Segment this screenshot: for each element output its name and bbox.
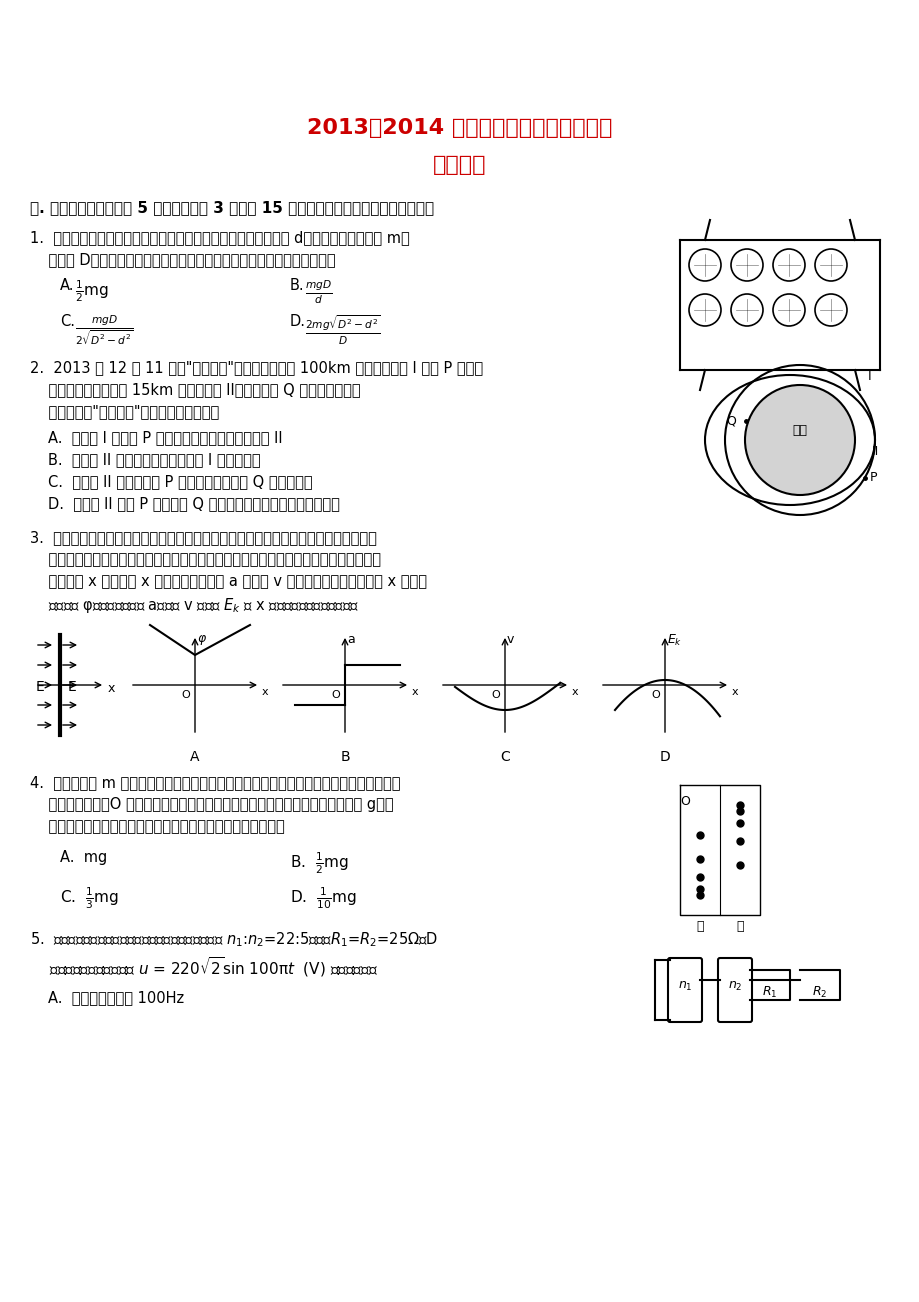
Text: D.  在轨道 II 上由 P 点运行到 Q 点的过程中，万有引力对其做负功: D. 在轨道 II 上由 P 点运行到 Q 点的过程中，万有引力对其做负功 <box>48 496 339 510</box>
Text: x: x <box>108 682 115 695</box>
Text: 4.  将一质量为 m 的小球靠近墙面竖直向上抛出，图甲是向上运动的频闪照片，图乙是下降: 4. 将一质量为 m 的小球靠近墙面竖直向上抛出，图甲是向上运动的频闪照片，图乙… <box>30 775 400 790</box>
Text: v: v <box>506 633 514 646</box>
Text: A.: A. <box>60 279 74 293</box>
Text: 直径为 D，不计球与球架之间摩擦，则每只篮球对一侧球架的压力人小为: 直径为 D，不计球与球架之间摩擦，则每只篮球对一侧球架的压力人小为 <box>30 253 335 267</box>
Text: $R_1$: $R_1$ <box>762 986 777 1000</box>
Text: O: O <box>679 796 689 809</box>
Text: 5.  如图所示的电路中，理想变压器原、副线圈的匝数比 $n_1$:$n_2$=22:5，电阻$R_1$=$R_2$=25Ω，D: 5. 如图所示的电路中，理想变压器原、副线圈的匝数比 $n_1$:$n_2$=2… <box>30 930 437 949</box>
Text: x: x <box>412 687 418 697</box>
Text: C: C <box>500 750 509 764</box>
Circle shape <box>744 385 854 495</box>
Text: $\frac{mgD}{d}$: $\frac{mgD}{d}$ <box>305 279 332 306</box>
Text: D.  $\frac{1}{10}$mg: D. $\frac{1}{10}$mg <box>289 885 357 910</box>
Text: A.  mg: A. mg <box>60 850 108 865</box>
Text: $E_k$: $E_k$ <box>666 633 682 648</box>
Text: x: x <box>572 687 578 697</box>
Text: a: a <box>346 633 355 646</box>
Text: $\frac{mgD}{2\sqrt{D^2-d^2}}$: $\frac{mgD}{2\sqrt{D^2-d^2}}$ <box>75 314 134 348</box>
Text: B.  $\frac{1}{2}$mg: B. $\frac{1}{2}$mg <box>289 850 348 875</box>
Text: 一. 单项选择题：本题共 5 小题，每小题 3 分，共 15 分，每小题只有一个选项符合题意。: 一. 单项选择题：本题共 5 小题，每小题 3 分，共 15 分，每小题只有一个… <box>30 201 434 215</box>
Text: $n_1$: $n_1$ <box>677 980 692 993</box>
Text: 为理想二极管，原线圈接 $u$ = 220$\sqrt{2}$sin 100π$t$  (V) 的交流电。则: 为理想二极管，原线圈接 $u$ = 220$\sqrt{2}$sin 100π$… <box>30 954 378 979</box>
FancyBboxPatch shape <box>667 958 701 1022</box>
Text: A: A <box>190 750 199 764</box>
Text: B.: B. <box>289 279 304 293</box>
Text: 点的电势 φ，小球的加速度 a、速度 v 和动能 $E_k$ 随 x 的变化图象，其中正确的是: 点的电势 φ，小球的加速度 a、速度 v 和动能 $E_k$ 随 x 的变化图象… <box>30 596 358 615</box>
Text: C.  $\frac{1}{3}$mg: C. $\frac{1}{3}$mg <box>60 885 119 910</box>
Text: A.  沿轨道 I 运动至 P 时，需制动减速才能进入轨道 II: A. 沿轨道 I 运动至 P 时，需制动减速才能进入轨道 II <box>48 430 282 445</box>
Text: $\varphi$: $\varphi$ <box>197 633 207 647</box>
Text: 乙: 乙 <box>735 921 743 934</box>
Text: 物理试题: 物理试题 <box>433 155 486 174</box>
Text: 设小球所受阻力大小不变，则可估算小球受到的阻力大小约为: 设小球所受阻力大小不变，则可估算小球受到的阻力大小约为 <box>30 819 285 835</box>
Text: P: P <box>869 471 877 484</box>
Text: O: O <box>181 690 190 700</box>
Text: C.: C. <box>60 314 75 329</box>
Text: x: x <box>262 687 268 697</box>
Text: 所示。关于"嫦娥三号"，下列说法正确的是: 所示。关于"嫦娥三号"，下列说法正确的是 <box>30 404 219 419</box>
Text: II: II <box>870 445 878 458</box>
Text: B: B <box>340 750 349 764</box>
Text: A.  交流电的频率为 100Hz: A. 交流电的频率为 100Hz <box>48 990 184 1005</box>
Text: 3.  如图所示，无限大均带正电薄板竖直放置，其周围空间的电场可认为是匀强电场。光: 3. 如图所示，无限大均带正电薄板竖直放置，其周围空间的电场可认为是匀强电场。光 <box>30 530 377 546</box>
Text: 时的频闪照片，O 是运动的最高点，甲、乙两次的闪光频率相同。重力加速度为 g，假: 时的频闪照片，O 是运动的最高点，甲、乙两次的闪光频率相同。重力加速度为 g，假 <box>30 797 393 812</box>
Text: C.  沿轨道 II 运行时，在 P 点的加速度大于在 Q 点的加速度: C. 沿轨道 II 运行时，在 P 点的加速度大于在 Q 点的加速度 <box>48 474 312 490</box>
Text: 月球: 月球 <box>791 423 807 436</box>
Text: O: O <box>651 690 659 700</box>
Text: $R_2$: $R_2$ <box>811 986 827 1000</box>
Text: D.: D. <box>289 314 306 329</box>
Text: 1.  体育器材室里，篮球摆放在图示的球架上。已知球架的宽度为 d，每只篮球的质量为 m、: 1. 体育器材室里，篮球摆放在图示的球架上。已知球架的宽度为 d，每只篮球的质量… <box>30 230 409 245</box>
Text: 2.  2013 年 12 月 11 日，"嫦娥三号"从距月面高度为 100km 的环月圆轨道 I 上的 P 点实施: 2. 2013 年 12 月 11 日，"嫦娥三号"从距月面高度为 100km … <box>30 359 482 375</box>
Text: $\frac{1}{2}$mg: $\frac{1}{2}$mg <box>75 279 108 303</box>
Text: x: x <box>732 687 738 697</box>
Text: 2013～2014 学年度高三第一次质量检测: 2013～2014 学年度高三第一次质量检测 <box>307 118 612 138</box>
Text: E: E <box>36 680 44 694</box>
Text: 滑绝缘细管垂直穿过板中间小孔，一个视为质点的带负电小球在细管内运动。以小孔为: 滑绝缘细管垂直穿过板中间小孔，一个视为质点的带负电小球在细管内运动。以小孔为 <box>30 552 380 566</box>
Text: 原点建立 x 轴，规定 x 轴正方向为加速度 a 和速度 v 的正方向，下图分别表示 x 轴上各: 原点建立 x 轴，规定 x 轴正方向为加速度 a 和速度 v 的正方向，下图分别… <box>30 574 426 589</box>
Text: Q: Q <box>725 414 735 427</box>
Text: 甲: 甲 <box>696 921 703 934</box>
Text: O: O <box>331 690 340 700</box>
Text: $\frac{2mg\sqrt{D^2-d^2}}{D}$: $\frac{2mg\sqrt{D^2-d^2}}{D}$ <box>305 314 380 348</box>
Text: O: O <box>491 690 499 700</box>
Text: $n_2$: $n_2$ <box>727 980 742 993</box>
Text: 变轨，进入近月点为 15km 的椭圆轨道 II，由近月点 Q 成功落月，如图: 变轨，进入近月点为 15km 的椭圆轨道 II，由近月点 Q 成功落月，如图 <box>30 381 360 397</box>
Text: B.  沿轨道 II 运行的周期大于沿轨道 I 运行的周期: B. 沿轨道 II 运行的周期大于沿轨道 I 运行的周期 <box>48 452 260 467</box>
FancyBboxPatch shape <box>717 958 751 1022</box>
Text: I: I <box>868 370 871 383</box>
Text: E: E <box>68 680 76 694</box>
Text: D: D <box>659 750 670 764</box>
